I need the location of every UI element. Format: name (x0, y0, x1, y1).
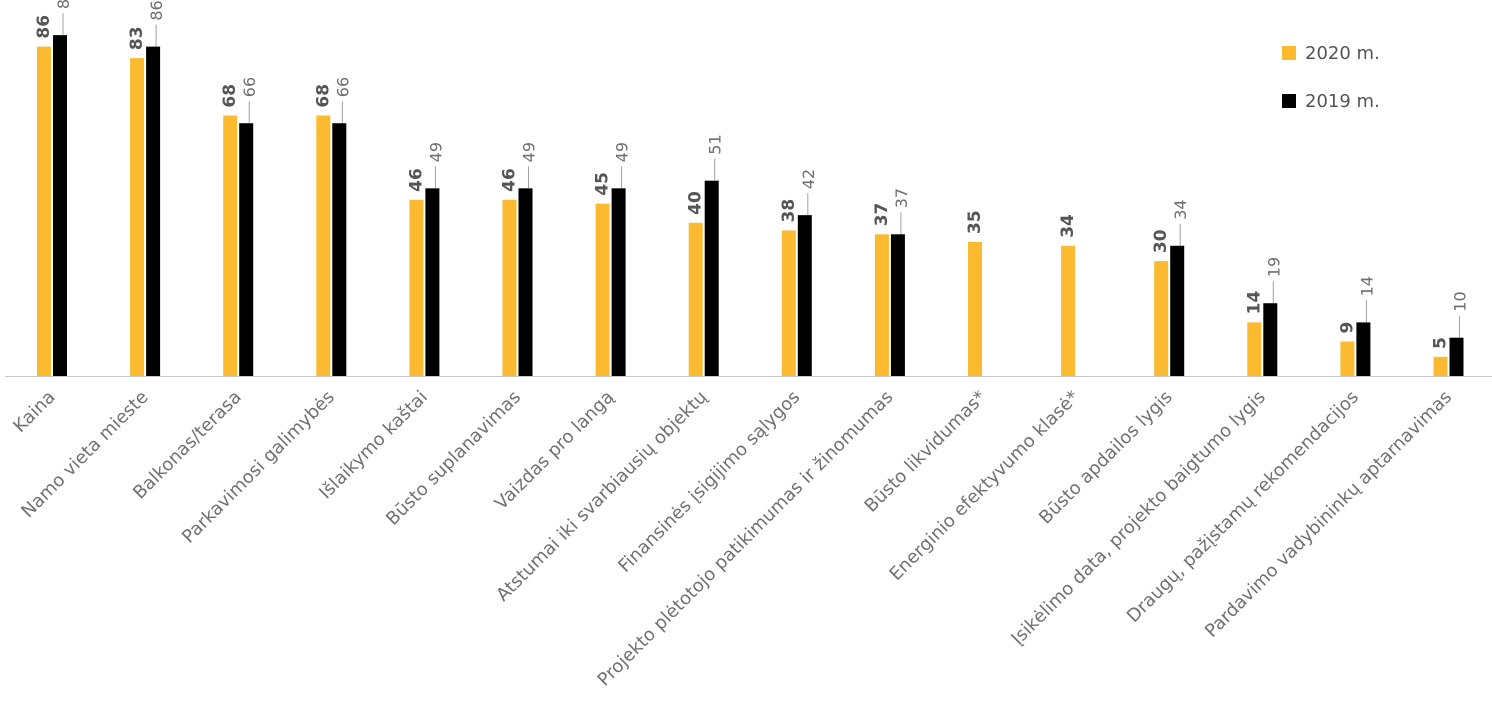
legend-swatch-2019 (1282, 94, 1296, 108)
bar-2019 (1263, 303, 1278, 376)
data-label-2020: 34 (1058, 214, 1078, 238)
legend-swatch-2020 (1282, 46, 1296, 60)
bar-2020 (409, 199, 424, 376)
bar-2019 (518, 188, 533, 376)
data-label-2019: 42 (799, 169, 818, 189)
data-label-2019: 34 (1171, 199, 1190, 219)
data-label-2020: 35 (965, 210, 985, 234)
legend-label-2020: 2020 m. (1305, 43, 1380, 64)
bar-2020 (1247, 322, 1262, 376)
bar-2020 (502, 199, 517, 376)
data-label-2020: 5 (1431, 337, 1451, 349)
data-label-2019: 66 (333, 77, 352, 97)
data-label-2019: 66 (240, 77, 259, 97)
bar-2019 (239, 123, 254, 376)
category-label: Finansinės įsigijimo sąlygos (614, 387, 804, 577)
data-label-2020: 46 (406, 168, 426, 192)
data-label-2020: 37 (872, 203, 892, 227)
bar-2020 (130, 58, 145, 377)
bar-2020 (968, 241, 982, 376)
data-label-2019: 86 (147, 0, 166, 20)
bar-2019 (146, 46, 161, 377)
bar-2020 (874, 234, 889, 376)
bar-2020 (1433, 356, 1448, 376)
data-label-2020: 68 (220, 84, 240, 108)
data-label-2020: 30 (1151, 229, 1171, 253)
data-label-2019: 10 (1451, 291, 1470, 311)
data-label-2020: 40 (686, 191, 706, 215)
bar-2019 (611, 188, 626, 376)
bar-2019 (890, 234, 905, 376)
bar-2020 (781, 230, 796, 376)
bar-2019 (1170, 245, 1185, 376)
bar-2019 (425, 188, 440, 376)
data-label-2020: 14 (1244, 291, 1264, 315)
category-label: Kaina (9, 387, 59, 437)
data-label-2020: 68 (313, 84, 333, 108)
data-label-2019: 49 (426, 142, 445, 162)
data-label-2020: 38 (779, 199, 799, 223)
bar-2019 (1356, 322, 1371, 376)
data-label-2020: 9 (1337, 322, 1357, 334)
data-label-2019: 51 (706, 134, 725, 154)
bar-2019 (1449, 337, 1464, 376)
bar-2020 (223, 115, 238, 376)
data-label-2019: 49 (520, 142, 539, 162)
bar-2019 (797, 215, 812, 376)
data-label-2020: 45 (593, 172, 613, 196)
category-label: Energinio efektyvumo klasė* (885, 387, 1083, 585)
category-label: Parkavimosi galimybės (178, 387, 339, 548)
bar-2020 (37, 46, 51, 377)
data-label-2019: 89 (54, 0, 73, 9)
bar-2019 (53, 35, 67, 376)
bar-2020 (1340, 341, 1355, 376)
data-label-2020: 86 (34, 15, 54, 39)
bar-2019 (332, 123, 347, 376)
legend-label-2019: 2019 m. (1305, 91, 1380, 112)
bar-2019 (704, 180, 719, 376)
data-label-2019: 14 (1357, 276, 1376, 296)
bar-2020 (316, 115, 331, 376)
category-label: Atstumai iki svarbiausių objektų (492, 386, 711, 605)
bar-2020 (1154, 261, 1169, 376)
data-label-2020: 46 (500, 168, 520, 192)
data-label-2020: 83 (127, 26, 147, 50)
data-label-2019: 19 (1264, 257, 1283, 277)
bar-2020 (688, 222, 703, 376)
data-label-2019: 49 (613, 142, 632, 162)
bar-2020 (1061, 245, 1076, 376)
bar-2020 (595, 203, 610, 376)
data-label-2019: 37 (892, 188, 911, 208)
